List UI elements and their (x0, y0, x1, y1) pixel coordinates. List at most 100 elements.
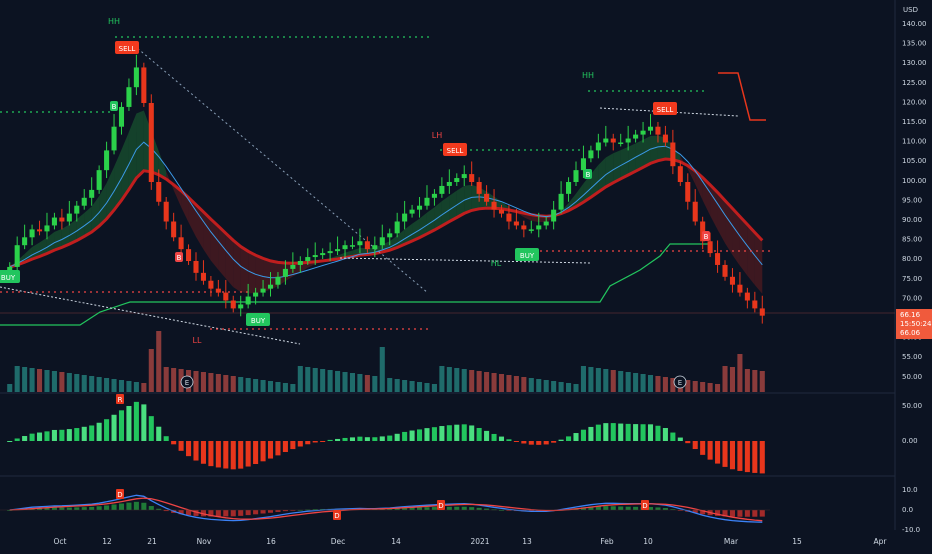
ema-ribbon-segment (61, 224, 70, 248)
ema-ribbon-segment (613, 150, 621, 183)
price-tick-label: 130.00 (902, 59, 927, 67)
ema-ribbon-segment (196, 204, 204, 250)
candle (566, 182, 572, 194)
ema-ribbon-segment (590, 165, 599, 198)
ema-ribbon-segment (46, 231, 55, 254)
candle (81, 197, 87, 206)
volume-bar (282, 383, 288, 392)
candle (320, 253, 326, 256)
oscillator-bar (335, 438, 341, 441)
oscillator-bar (260, 441, 266, 462)
oscillator-tick-label: 50.00 (902, 402, 922, 410)
price-tick-label: 90.00 (902, 216, 922, 224)
buy-signal-badge (0, 270, 20, 283)
candle (387, 233, 393, 238)
candle (245, 296, 251, 305)
ema-ribbon-segment (39, 237, 47, 257)
volume-bar (588, 367, 594, 392)
macd-histogram-bar (715, 510, 721, 516)
price-tick-label: 120.00 (902, 98, 927, 106)
oscillator-bar (640, 424, 646, 441)
macd-histogram-bar (588, 506, 594, 510)
oscillator-bar (7, 441, 13, 442)
price-tick-label: 80.00 (902, 255, 922, 263)
oscillator-bar (722, 441, 728, 467)
ema-ribbon-segment (739, 216, 748, 276)
oscillator-bar (416, 429, 423, 441)
candle (700, 221, 706, 242)
macd-histogram-bar (193, 510, 199, 516)
candle (416, 205, 423, 210)
candle (267, 284, 274, 289)
candle (141, 67, 147, 103)
oscillator-bar (633, 424, 639, 441)
macd-histogram-bar (610, 506, 616, 510)
macd-histogram-bar (282, 510, 288, 512)
r-marker (116, 394, 124, 404)
candle (573, 170, 579, 182)
macd-histogram-bar (595, 506, 601, 510)
macd-histogram-bar (133, 501, 139, 510)
macd-histogram-bar (394, 508, 400, 510)
oscillator-bar (752, 441, 758, 473)
volume-bar (230, 376, 236, 392)
oscillator-bar (610, 423, 616, 441)
volume-bar (439, 366, 445, 392)
macd-histogram-bar (655, 507, 661, 510)
structure-label: HL (491, 259, 502, 268)
candle (685, 182, 691, 202)
b-marker-label: B (177, 254, 182, 262)
time-tick-label: Apr (874, 537, 888, 546)
macd-histogram-bar (253, 510, 259, 515)
ema-ribbon-segment (136, 110, 144, 178)
candle (193, 261, 199, 273)
volume-bar (528, 378, 534, 392)
candle (625, 138, 631, 143)
buy-signal-label: BUY (520, 252, 535, 260)
volume-bar (305, 367, 311, 392)
b-marker-label: B (704, 233, 709, 241)
candle (253, 292, 259, 297)
oscillator-bar (357, 436, 363, 441)
price-tick-label: 95.00 (902, 196, 922, 204)
ema-ribbon-segment (263, 258, 271, 292)
candle (238, 304, 244, 309)
candle (133, 67, 139, 88)
macd-histogram-bar (126, 502, 132, 510)
buy-signal-label: BUY (251, 317, 266, 325)
volume-bar (342, 372, 348, 392)
sell-signal-badge (115, 41, 139, 54)
earnings-marker-label: E (185, 379, 189, 387)
ema-ribbon-segment (404, 223, 413, 245)
macd-histogram-bar (148, 506, 154, 510)
volume-bar (89, 376, 95, 392)
ema-ribbon-segment (91, 196, 100, 232)
macd-histogram-bar (66, 507, 72, 510)
oscillator-bar (14, 438, 20, 441)
oscillator-bar (737, 441, 743, 471)
volume-bar (193, 371, 199, 392)
volume-bar (655, 376, 661, 392)
candle (118, 106, 125, 127)
candle (707, 241, 713, 254)
macd-tick-label: 10.0 (902, 486, 918, 494)
macd-histogram-bar (461, 506, 467, 510)
price-tick-label: 135.00 (902, 40, 927, 48)
volume-bar (275, 382, 281, 392)
volume-bar (409, 381, 415, 392)
candle (431, 193, 437, 198)
ema-ribbon-segment (426, 207, 435, 234)
d-marker-label: D (334, 512, 339, 520)
macd-histogram-bar (402, 507, 408, 510)
oscillator-bar (491, 433, 497, 441)
volume-bar (320, 369, 326, 392)
volume-bar (484, 372, 490, 392)
volume-bar (133, 382, 139, 392)
candle (163, 201, 169, 222)
ema-ribbon-segment (32, 242, 40, 260)
oscillator-bar (342, 437, 348, 441)
macd-histogram-bar (662, 508, 668, 510)
macd-tick-label: 0.0 (902, 506, 913, 514)
macd-histogram-bar (230, 510, 236, 517)
